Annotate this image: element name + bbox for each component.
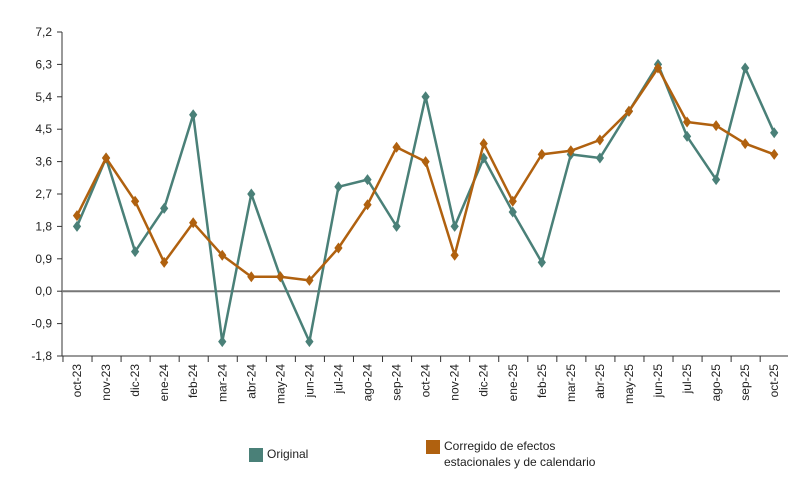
y-axis-ticks: 7,2 6,3 5,4 4,5 3,6 2,7 1,8 0,9 0,0 -0,9 -1,8 xyxy=(31,25,62,363)
x-tick-label: oct-25 xyxy=(767,364,781,398)
legend-label-corregido-line2: estacionales y de calendario xyxy=(444,455,596,469)
data-point-original xyxy=(537,256,546,268)
x-tick-label: oct-24 xyxy=(419,364,433,398)
y-tick-label: -0,9 xyxy=(31,317,52,331)
x-tick-label: ago-25 xyxy=(709,364,723,402)
data-point-original xyxy=(682,130,692,142)
series-layer xyxy=(72,58,779,348)
data-point-original xyxy=(218,336,227,348)
x-tick-label: mar-24 xyxy=(215,364,229,402)
x-tick-label: jun-25 xyxy=(651,364,665,399)
data-point-original xyxy=(711,174,721,186)
series-line-original xyxy=(75,63,776,343)
y-tick-label: 5,4 xyxy=(35,90,52,104)
legend-swatch-corregido xyxy=(426,440,440,454)
data-point-corregido xyxy=(334,242,343,254)
data-point-original xyxy=(189,109,198,121)
x-tick-label: ago-24 xyxy=(361,364,375,402)
series-corregido xyxy=(72,62,779,286)
y-tick-label: 2,7 xyxy=(35,187,52,201)
data-point-corregido xyxy=(450,249,459,261)
data-point-original xyxy=(334,181,343,193)
x-tick-label: feb-24 xyxy=(186,364,200,398)
x-tick-label: dic-24 xyxy=(477,364,491,397)
data-point-original xyxy=(130,246,140,258)
data-point-original xyxy=(508,206,517,218)
legend-item-original: Original xyxy=(249,446,308,462)
legend-item-corregido: Corregido de efectos estacionales y de c… xyxy=(426,438,626,470)
series-original xyxy=(72,58,779,348)
data-point-original xyxy=(160,202,169,214)
data-point-corregido xyxy=(276,271,285,283)
data-point-corregido xyxy=(363,199,372,211)
data-point-corregido xyxy=(72,210,82,222)
data-point-corregido xyxy=(537,148,546,160)
data-point-original xyxy=(450,220,459,232)
data-point-corregido xyxy=(189,217,198,229)
x-tick-label: ene-25 xyxy=(506,364,520,402)
data-point-corregido xyxy=(508,195,517,207)
x-tick-label: nov-23 xyxy=(99,364,113,401)
data-point-corregido xyxy=(624,105,634,117)
x-tick-label: nov-24 xyxy=(448,364,462,401)
x-tick-label: abr-25 xyxy=(593,364,607,399)
data-point-corregido xyxy=(566,145,575,157)
data-point-corregido xyxy=(247,271,256,283)
y-tick-label: 1,8 xyxy=(35,219,52,233)
x-tick-label: may-24 xyxy=(273,364,287,404)
data-point-corregido xyxy=(682,116,692,128)
x-tick-label: sep-25 xyxy=(738,364,752,401)
data-point-original xyxy=(247,188,256,200)
x-tick-label: jun-24 xyxy=(302,364,316,399)
data-point-corregido xyxy=(653,62,663,74)
data-point-original xyxy=(770,127,779,139)
data-point-original xyxy=(363,174,372,186)
data-point-original xyxy=(595,152,605,164)
x-tick-label: ene-24 xyxy=(157,364,171,402)
legend-label-corregido-line1: Corregido de efectos xyxy=(444,439,556,453)
data-point-original xyxy=(741,62,750,74)
y-tick-label: 6,3 xyxy=(35,57,52,71)
x-tick-label: jul-25 xyxy=(680,364,694,395)
data-point-corregido xyxy=(392,141,401,153)
data-point-corregido xyxy=(218,249,227,261)
x-tick-label: oct-23 xyxy=(70,364,84,398)
data-point-corregido xyxy=(711,120,721,132)
y-tick-label: 4,5 xyxy=(35,122,52,136)
x-tick-label: mar-25 xyxy=(564,364,578,402)
x-tick-label: jul-24 xyxy=(331,364,345,395)
legend-label-corregido: Corregido de efectos estacionales y de c… xyxy=(444,438,595,470)
data-point-corregido xyxy=(741,138,750,150)
y-tick-label: -1,8 xyxy=(31,349,52,363)
x-axis-ticks: oct-23 nov-23 dic-23 ene-24 feb-24 mar-24 abr-… xyxy=(62,356,781,404)
data-point-corregido xyxy=(305,274,314,286)
data-point-corregido xyxy=(421,156,430,168)
data-point-corregido xyxy=(101,152,111,164)
legend-label-original: Original xyxy=(267,447,309,461)
data-point-original xyxy=(421,91,430,103)
legend-swatch-original xyxy=(249,448,263,462)
data-point-original xyxy=(392,220,401,232)
data-point-original xyxy=(72,220,82,232)
y-tick-label: 0,0 xyxy=(35,284,52,298)
data-point-corregido xyxy=(130,195,140,207)
x-tick-label: dic-23 xyxy=(128,364,142,397)
data-point-corregido xyxy=(770,148,779,160)
x-tick-label: sep-24 xyxy=(390,364,404,401)
data-point-corregido xyxy=(479,138,488,150)
y-tick-label: 7,2 xyxy=(35,25,52,39)
x-tick-label: feb-25 xyxy=(535,364,549,398)
axes xyxy=(61,32,788,357)
y-tick-label: 0,9 xyxy=(35,252,52,266)
x-tick-label: abr-24 xyxy=(244,364,258,399)
x-tick-label: may-25 xyxy=(622,364,636,404)
data-point-original xyxy=(305,336,314,348)
y-tick-label: 3,6 xyxy=(35,155,52,169)
data-point-corregido xyxy=(595,134,605,146)
data-point-corregido xyxy=(160,256,169,268)
